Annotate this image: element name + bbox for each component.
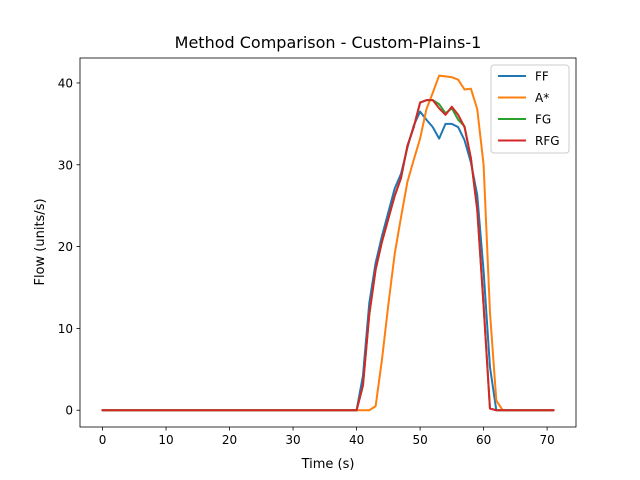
x-tick-label: 0	[99, 433, 107, 447]
y-axis-ticks: 0 10 20 30 40	[58, 76, 80, 418]
legend-box	[490, 64, 570, 154]
x-tick-label: 10	[158, 433, 173, 447]
chart-title: Method Comparison - Custom-Plains-1	[175, 33, 482, 52]
y-axis-label: Flow (units/s)	[33, 198, 48, 285]
series-line-ff-0	[101, 110, 555, 412]
legend-label: A*	[535, 91, 549, 105]
series-layer	[101, 74, 555, 412]
series-line-a-1	[101, 74, 555, 412]
y-tick-label: 40	[58, 76, 73, 90]
x-tick-label: 20	[222, 433, 237, 447]
legend-label: FF	[535, 70, 549, 84]
x-tick-label: 70	[539, 433, 554, 447]
axes-frame	[79, 57, 577, 428]
legend-label: FG	[535, 113, 551, 127]
x-axis-label: Time (s)	[301, 457, 355, 472]
x-tick-label: 50	[412, 433, 427, 447]
x-tick-label: 30	[285, 433, 300, 447]
y-tick-label: 20	[58, 240, 73, 254]
x-axis-ticks: 0 10 20 30 40 50 60 70	[99, 427, 555, 447]
y-tick-label: 0	[65, 404, 73, 418]
x-tick-label: 40	[349, 433, 364, 447]
x-tick-label: 60	[476, 433, 491, 447]
y-tick-label: 30	[58, 158, 73, 172]
legend: FF A* FG RFG	[490, 64, 570, 154]
series-line-rfg-3	[101, 99, 555, 412]
legend-label: RFG	[535, 134, 560, 148]
y-tick-label: 10	[58, 322, 73, 336]
